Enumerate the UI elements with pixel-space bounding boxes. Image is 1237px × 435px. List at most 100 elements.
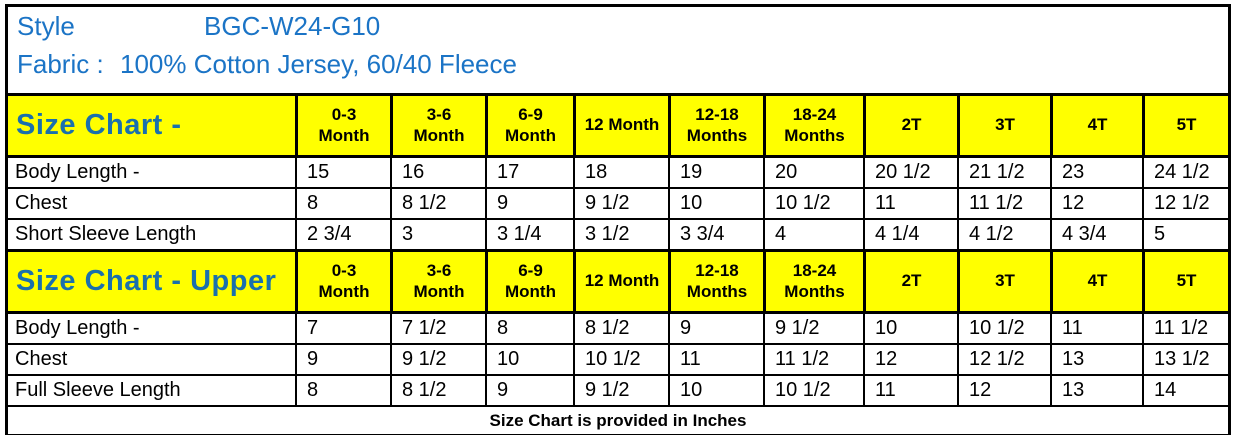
size-chart-2-title: Size Chart - Upper bbox=[16, 265, 277, 297]
size-cell: 23 bbox=[1050, 158, 1142, 187]
size-cell: 9 1/2 bbox=[763, 314, 863, 343]
size-cell: 8 bbox=[485, 314, 573, 343]
table-row: Body Length - 15 16 17 18 19 20 20 1/2 2… bbox=[8, 158, 1228, 189]
size-cell: 10 bbox=[485, 345, 573, 374]
size-cell: 4 bbox=[763, 220, 863, 249]
size-cell: 9 bbox=[668, 314, 763, 343]
col-header-12-month: 12 Month bbox=[573, 252, 668, 311]
size-cell: 12 bbox=[1050, 189, 1142, 218]
fabric-value: 100% Cotton Jersey, 60/40 Fleece bbox=[120, 49, 517, 79]
size-cell: 12 bbox=[957, 376, 1050, 405]
col-header-3t: 3T bbox=[957, 96, 1050, 155]
fabric-row: Fabric : 100% Cotton Jersey, 60/40 Fleec… bbox=[8, 49, 1228, 87]
size-cell: 7 1/2 bbox=[390, 314, 485, 343]
table-row: Chest 8 8 1/2 9 9 1/2 10 10 1/2 11 11 1/… bbox=[8, 189, 1228, 220]
size-cell: 11 bbox=[1050, 314, 1142, 343]
units-note: Size Chart is provided in Inches bbox=[8, 407, 1228, 434]
size-cell: 8 1/2 bbox=[390, 189, 485, 218]
size-cell: 8 bbox=[295, 376, 390, 405]
size-cell: 17 bbox=[485, 158, 573, 187]
col-header-3-6-month: 3-6 Month bbox=[390, 96, 485, 155]
size-cell: 20 bbox=[763, 158, 863, 187]
size-chart-2-header: Size Chart - Upper 0-3 Month 3-6 Month 6… bbox=[8, 251, 1228, 314]
row-label: Body Length - bbox=[15, 161, 140, 183]
table-row: Full Sleeve Length 8 8 1/2 9 9 1/2 10 10… bbox=[8, 376, 1228, 407]
size-cell: 4 1/2 bbox=[957, 220, 1050, 249]
size-chart-1-title: Size Chart - bbox=[16, 109, 182, 141]
col-header-12-month: 12 Month bbox=[573, 96, 668, 155]
size-cell: 21 1/2 bbox=[957, 158, 1050, 187]
size-cell: 19 bbox=[668, 158, 763, 187]
size-cell: 2 3/4 bbox=[295, 220, 390, 249]
size-cell: 3 bbox=[390, 220, 485, 249]
table-row: Body Length - 7 7 1/2 8 8 1/2 9 9 1/2 10… bbox=[8, 314, 1228, 345]
size-cell: 10 1/2 bbox=[957, 314, 1050, 343]
size-cell: 11 1/2 bbox=[763, 345, 863, 374]
size-cell: 14 bbox=[1142, 376, 1228, 405]
size-cell: 11 1/2 bbox=[1142, 314, 1228, 343]
col-header-6-9-month: 6-9 Month bbox=[485, 96, 573, 155]
col-header-5t: 5T bbox=[1142, 252, 1228, 311]
col-header-12-18-months: 12-18 Months bbox=[668, 96, 763, 155]
size-cell: 3 3/4 bbox=[668, 220, 763, 249]
size-cell: 13 1/2 bbox=[1142, 345, 1228, 374]
size-cell: 3 1/2 bbox=[573, 220, 668, 249]
size-cell: 8 1/2 bbox=[390, 376, 485, 405]
row-label: Body Length - bbox=[15, 317, 140, 339]
size-cell: 9 bbox=[485, 376, 573, 405]
col-header-5t: 5T bbox=[1142, 96, 1228, 155]
size-cell: 12 1/2 bbox=[957, 345, 1050, 374]
col-header-4t: 4T bbox=[1050, 252, 1142, 311]
col-header-6-9-month: 6-9 Month bbox=[485, 252, 573, 311]
col-header-2t: 2T bbox=[863, 252, 957, 311]
size-cell: 4 1/4 bbox=[863, 220, 957, 249]
size-cell: 11 bbox=[668, 345, 763, 374]
size-cell: 13 bbox=[1050, 376, 1142, 405]
size-cell: 10 1/2 bbox=[763, 189, 863, 218]
col-header-0-3-month: 0-3 Month bbox=[295, 252, 390, 311]
size-cell: 12 1/2 bbox=[1142, 189, 1228, 218]
size-chart-1-header: Size Chart - 0-3 Month 3-6 Month 6-9 Mon… bbox=[8, 96, 1228, 158]
size-cell: 4 3/4 bbox=[1050, 220, 1142, 249]
size-cell: 9 1/2 bbox=[573, 376, 668, 405]
size-cell: 10 bbox=[863, 314, 957, 343]
style-value: BGC-W24-G10 bbox=[204, 11, 381, 41]
size-cell: 11 bbox=[863, 189, 957, 218]
size-cell: 9 1/2 bbox=[390, 345, 485, 374]
size-cell: 20 1/2 bbox=[863, 158, 957, 187]
table-row: Chest 9 9 1/2 10 10 1/2 11 11 1/2 12 12 … bbox=[8, 345, 1228, 376]
col-header-18-24-months: 18-24 Months bbox=[763, 252, 863, 311]
row-label: Chest bbox=[15, 348, 68, 370]
row-label: Chest bbox=[15, 192, 68, 214]
size-cell: 10 1/2 bbox=[573, 345, 668, 374]
col-header-3-6-month: 3-6 Month bbox=[390, 252, 485, 311]
size-cell: 10 bbox=[668, 376, 763, 405]
size-cell: 9 bbox=[485, 189, 573, 218]
col-header-4t: 4T bbox=[1050, 96, 1142, 155]
row-label: Full Sleeve Length bbox=[15, 379, 181, 401]
row-label: Short Sleeve Length bbox=[15, 223, 197, 245]
size-cell: 7 bbox=[295, 314, 390, 343]
col-header-2t: 2T bbox=[863, 96, 957, 155]
size-cell: 8 bbox=[295, 189, 390, 218]
size-cell: 24 1/2 bbox=[1142, 158, 1228, 187]
sheet-border: Style BGC-W24-G10 Fabric : 100% Cotton J… bbox=[5, 4, 1231, 435]
size-cell: 10 bbox=[668, 189, 763, 218]
size-cell: 9 1/2 bbox=[573, 189, 668, 218]
size-cell: 10 1/2 bbox=[763, 376, 863, 405]
style-label: Style bbox=[17, 11, 75, 41]
style-row: Style BGC-W24-G10 bbox=[8, 11, 1228, 49]
size-cell: 13 bbox=[1050, 345, 1142, 374]
size-cell: 16 bbox=[390, 158, 485, 187]
table-row: Short Sleeve Length 2 3/4 3 3 1/4 3 1/2 … bbox=[8, 220, 1228, 251]
size-cell: 11 1/2 bbox=[957, 189, 1050, 218]
size-cell: 11 bbox=[863, 376, 957, 405]
col-header-12-18-months: 12-18 Months bbox=[668, 252, 763, 311]
size-cell: 3 1/4 bbox=[485, 220, 573, 249]
size-cell: 18 bbox=[573, 158, 668, 187]
col-header-3t: 3T bbox=[957, 252, 1050, 311]
size-cell: 9 bbox=[295, 345, 390, 374]
size-cell: 15 bbox=[295, 158, 390, 187]
col-header-18-24-months: 18-24 Months bbox=[763, 96, 863, 155]
